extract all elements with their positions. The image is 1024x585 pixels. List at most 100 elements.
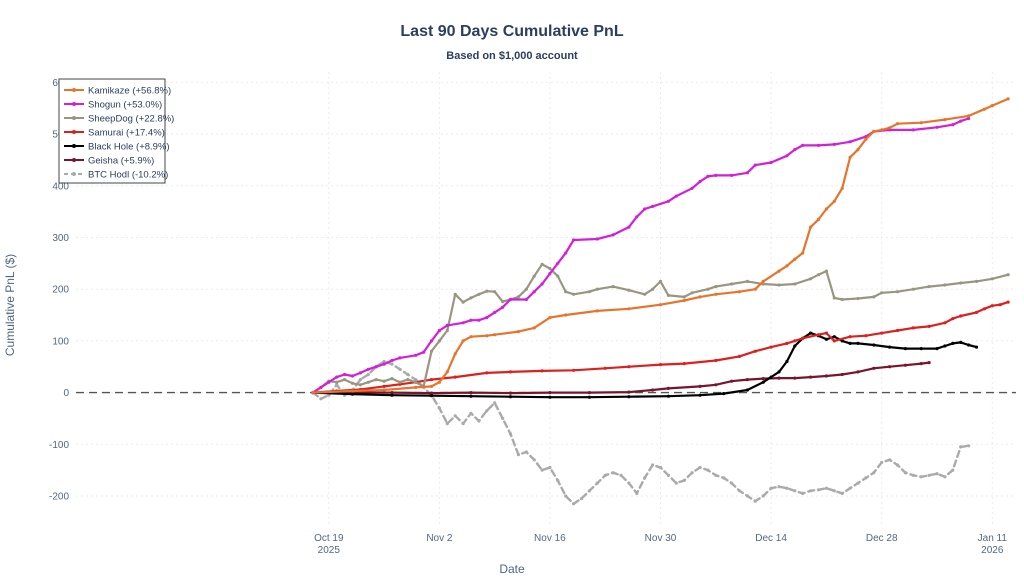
data-point-btc-hodl — [769, 486, 773, 490]
data-point-black-hole — [935, 347, 939, 351]
y-tick-label: 100 — [52, 336, 69, 347]
data-point-shogun — [343, 372, 347, 377]
x-tick-label: Dec 28 — [866, 533, 898, 544]
data-point-sheepdog — [627, 288, 631, 292]
data-point-kamikaze — [880, 128, 884, 132]
data-point-kamikaze — [682, 298, 686, 303]
data-point-sheepdog — [524, 287, 528, 291]
data-point-black-hole — [919, 347, 923, 351]
data-point-geisha — [919, 362, 923, 366]
x-tick-label: Nov 2 — [426, 533, 453, 544]
data-point-samurai — [627, 365, 631, 369]
data-point-sheepdog — [556, 274, 560, 278]
data-point-shogun — [524, 297, 528, 302]
data-point-btc-hodl — [682, 478, 686, 483]
data-point-black-hole — [777, 370, 781, 374]
data-point-samurai — [429, 378, 434, 382]
data-point-kamikaze — [816, 217, 821, 221]
data-point-btc-hodl — [698, 465, 702, 470]
data-point-sheepdog — [335, 380, 339, 384]
data-point-geisha — [872, 366, 876, 370]
data-point-kamikaze — [943, 118, 947, 122]
data-point-sheepdog — [382, 379, 386, 383]
data-point-sheepdog — [572, 292, 576, 296]
data-point-black-hole — [959, 340, 963, 344]
x-tick-label: Nov 30 — [645, 533, 677, 544]
data-point-shogun — [469, 318, 473, 322]
data-point-shogun — [414, 353, 418, 357]
data-point-btc-hodl — [816, 488, 821, 492]
data-point-sheepdog — [548, 266, 552, 271]
data-point-samurai — [848, 335, 852, 339]
data-point-sheepdog — [809, 277, 813, 281]
legend-label-sheepdog: SheepDog (+22.8%) — [88, 114, 174, 125]
data-point-samurai — [658, 363, 663, 367]
data-point-btc-hodl — [674, 481, 678, 485]
data-point-shogun — [548, 272, 552, 276]
data-point-sheepdog — [706, 287, 710, 291]
data-point-shogun — [595, 237, 599, 241]
x-tick-label: Nov 16 — [534, 533, 566, 544]
data-point-geisha — [390, 391, 394, 395]
data-point-samurai — [540, 369, 544, 373]
data-point-sheepdog — [540, 262, 544, 266]
data-point-shogun — [801, 143, 805, 147]
data-point-sheepdog — [485, 289, 489, 293]
data-point-samurai — [785, 341, 789, 345]
data-point-shogun — [848, 140, 852, 144]
data-point-sheepdog — [895, 290, 900, 294]
data-point-shogun — [769, 160, 773, 165]
data-point-shogun — [564, 251, 568, 255]
data-point-geisha — [824, 374, 829, 378]
data-point-shogun — [493, 310, 497, 314]
data-point-btc-hodl — [437, 406, 441, 410]
data-point-btc-hodl — [532, 458, 536, 462]
data-point-black-hole — [903, 347, 908, 351]
data-point-kamikaze — [872, 129, 876, 134]
data-point-kamikaze — [888, 126, 892, 130]
data-point-black-hole — [666, 394, 671, 398]
data-point-sheepdog — [374, 378, 378, 382]
data-point-btc-hodl — [587, 489, 592, 493]
data-point-btc-hodl — [777, 485, 781, 489]
data-point-sheepdog — [390, 377, 394, 381]
data-point-btc-hodl — [880, 460, 884, 464]
legend-label-samurai: Samurai (+17.4%) — [88, 128, 165, 139]
data-point-kamikaze — [714, 292, 718, 296]
data-point-shogun — [674, 194, 678, 198]
chart-title: Last 90 Days Cumulative PnL — [400, 23, 623, 40]
data-point-geisha — [429, 391, 434, 395]
data-point-shogun — [690, 186, 694, 190]
data-point-sheepdog — [398, 380, 402, 384]
series-lines — [311, 97, 1010, 506]
data-point-geisha — [469, 391, 473, 395]
data-point-shogun — [911, 128, 915, 132]
data-point-sheepdog — [974, 279, 979, 283]
data-point-btc-hodl — [469, 411, 473, 415]
data-point-btc-hodl — [382, 359, 386, 364]
data-point-btc-hodl — [619, 473, 623, 477]
data-point-shogun — [793, 148, 797, 152]
data-point-sheepdog — [777, 283, 781, 287]
data-point-geisha — [666, 386, 671, 390]
data-point-geisha — [777, 376, 781, 380]
data-point-shogun — [816, 143, 821, 147]
data-point-btc-hodl — [390, 362, 394, 366]
data-point-geisha — [793, 376, 797, 380]
data-point-shogun — [959, 119, 963, 123]
data-point-samurai — [895, 328, 900, 333]
data-point-btc-hodl — [722, 476, 726, 480]
data-point-geisha — [840, 372, 844, 377]
data-point-black-hole — [698, 393, 702, 397]
data-point-shogun — [698, 180, 702, 184]
data-point-sheepdog — [745, 279, 750, 283]
y-axis-title: Cumulative PnL ($) — [3, 254, 17, 356]
data-point-black-hole — [809, 331, 813, 335]
data-point-kamikaze — [753, 287, 757, 291]
data-point-shogun — [422, 350, 426, 354]
data-point-samurai — [603, 366, 607, 370]
data-point-kamikaze — [658, 303, 663, 307]
data-point-samurai — [951, 317, 955, 321]
data-point-shogun — [532, 290, 536, 294]
data-point-shogun — [935, 125, 939, 129]
